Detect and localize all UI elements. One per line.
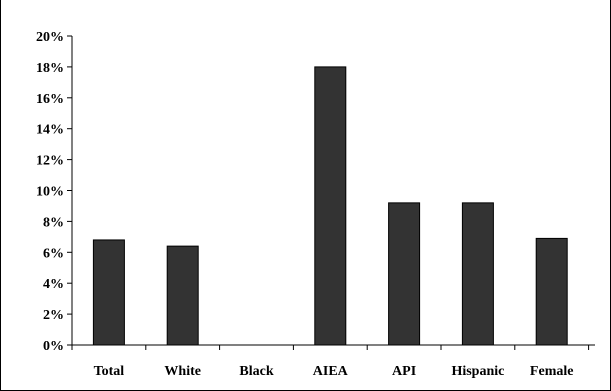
x-category-label: AIEA [313,364,349,379]
bars [92,66,568,346]
x-category-label: White [164,364,201,379]
y-tick-label: 14% [36,123,64,138]
y-tick-label: 4% [43,277,64,292]
bar-white [166,245,199,346]
y-tick-label: 16% [36,92,64,107]
y-tick-label: 20% [36,30,64,45]
x-category-label: Black [239,364,273,379]
y-axis-ticks: 0% 2% 4% 6% 8% 10% 12% 14% 16% 18% 20% [36,30,590,354]
y-tick-label: 8% [43,215,64,230]
bar-aiea [314,66,347,346]
x-category-label: API [392,364,416,379]
x-category-label: Total [94,364,125,379]
y-tick-label: 2% [43,308,64,323]
bar-hispanic [461,202,494,346]
y-tick-label: 6% [43,246,64,261]
bar-female [535,237,568,346]
y-tick-label: 0% [43,339,64,354]
bar-api [388,202,421,346]
y-tick-label: 10% [36,185,64,200]
y-tick-label: 18% [36,61,64,76]
x-category-label: Female [530,364,574,379]
bar-total [92,239,125,346]
x-axis-labels: Total White Black AIEA API Hispanic Female [94,364,574,379]
y-tick-label: 12% [36,154,64,169]
x-category-label: Hispanic [451,364,504,379]
